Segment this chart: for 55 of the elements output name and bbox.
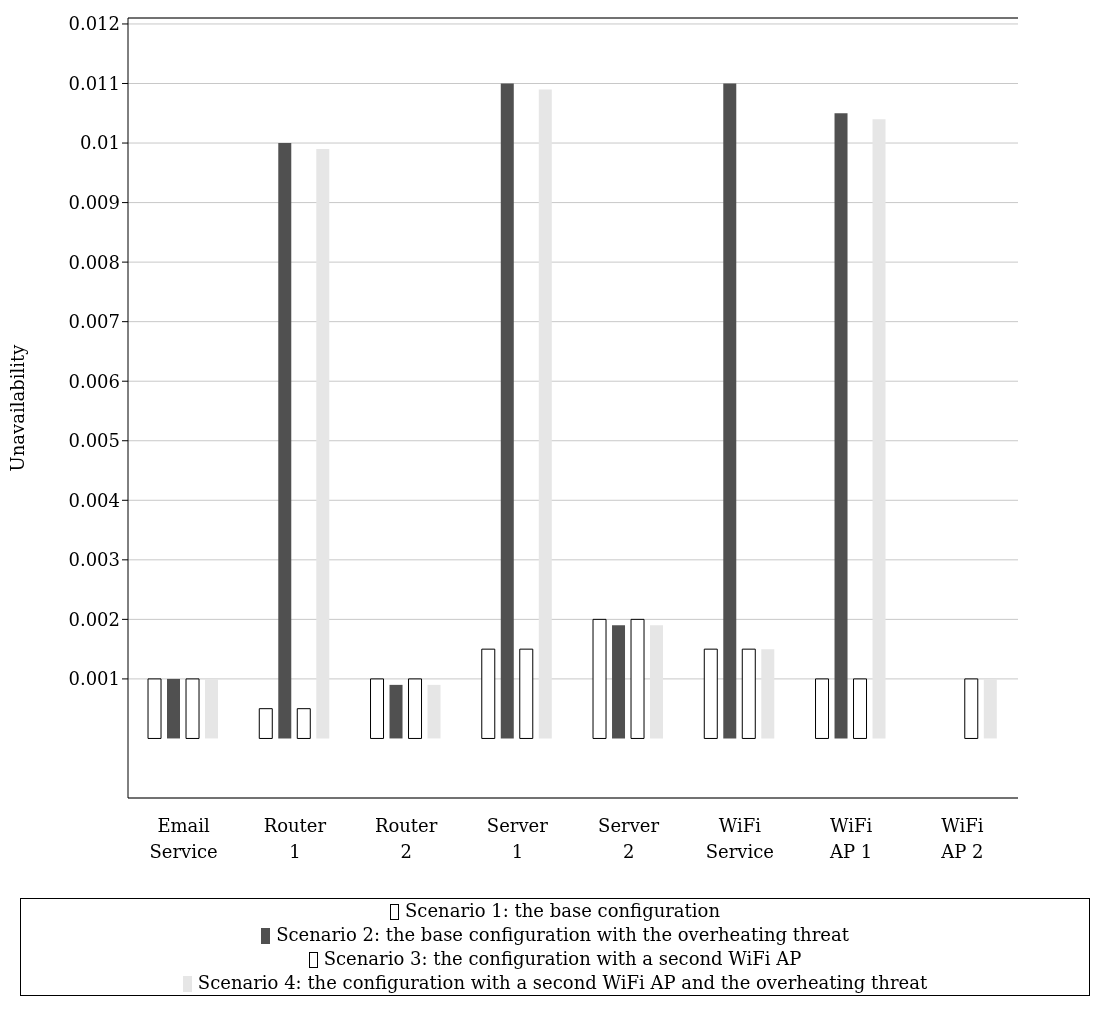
y-tick-label: 0.002 xyxy=(68,608,120,630)
x-tick-label: Server 2 xyxy=(598,815,660,862)
bar xyxy=(147,678,162,739)
bar xyxy=(723,83,737,739)
bar xyxy=(185,678,200,739)
bar xyxy=(964,678,979,739)
bar xyxy=(389,684,403,739)
y-tick-label: 0.008 xyxy=(68,251,120,273)
y-tick-label: 0.011 xyxy=(68,72,120,94)
bar xyxy=(408,678,423,739)
y-tick-label: 0.005 xyxy=(68,430,120,452)
bar xyxy=(630,618,645,739)
legend-label: Scenario 2: the base configuration with the overheating threat xyxy=(276,924,849,945)
bar xyxy=(612,625,626,739)
bar xyxy=(481,648,496,739)
bar xyxy=(167,678,181,739)
bar xyxy=(258,708,273,739)
y-tick-label: 0.006 xyxy=(68,370,120,392)
bar xyxy=(316,148,330,739)
bar xyxy=(983,678,997,739)
legend-label: Scenario 1: the base configuration xyxy=(405,900,720,921)
y-axis-title: Unavailability xyxy=(7,343,29,472)
bar xyxy=(834,113,848,739)
bar xyxy=(761,649,775,739)
y-tick-label: 0.007 xyxy=(68,311,120,333)
x-tick-label: Router 1 xyxy=(263,815,327,862)
x-tick-label: WiFi Service xyxy=(705,815,774,862)
bar xyxy=(703,648,718,739)
x-tick-label: Email Service xyxy=(149,815,218,862)
bar xyxy=(872,119,886,739)
y-tick-label: 0.003 xyxy=(68,549,120,571)
bar xyxy=(538,89,552,739)
x-tick-label: WiFi AP 1 xyxy=(828,815,873,862)
bar xyxy=(650,625,664,739)
bar xyxy=(815,678,830,739)
x-tick-label: Server 1 xyxy=(486,815,549,862)
bar xyxy=(519,648,534,739)
legend-label: Scenario 3: the configuration with a second WiFi AP xyxy=(323,948,802,969)
bar xyxy=(296,708,311,739)
x-tick-label: Router 2 xyxy=(374,815,438,862)
y-tick-label: 0.012 xyxy=(68,13,120,35)
y-tick-label: 0.01 xyxy=(79,132,120,154)
x-tick-label: WiFi AP 2 xyxy=(940,815,984,862)
bar xyxy=(592,618,607,739)
y-tick-label: 0.001 xyxy=(68,668,120,690)
bar xyxy=(500,83,514,739)
bar xyxy=(278,143,292,739)
bar xyxy=(741,648,756,739)
bar xyxy=(370,678,385,739)
bar xyxy=(205,678,219,739)
bar xyxy=(853,678,868,739)
y-tick-label: 0.004 xyxy=(68,489,120,511)
y-tick-label: 0.009 xyxy=(68,191,120,213)
bar xyxy=(427,684,441,739)
legend-label: Scenario 4: the configuration with a second WiFi AP and the overheating threat xyxy=(197,972,928,993)
